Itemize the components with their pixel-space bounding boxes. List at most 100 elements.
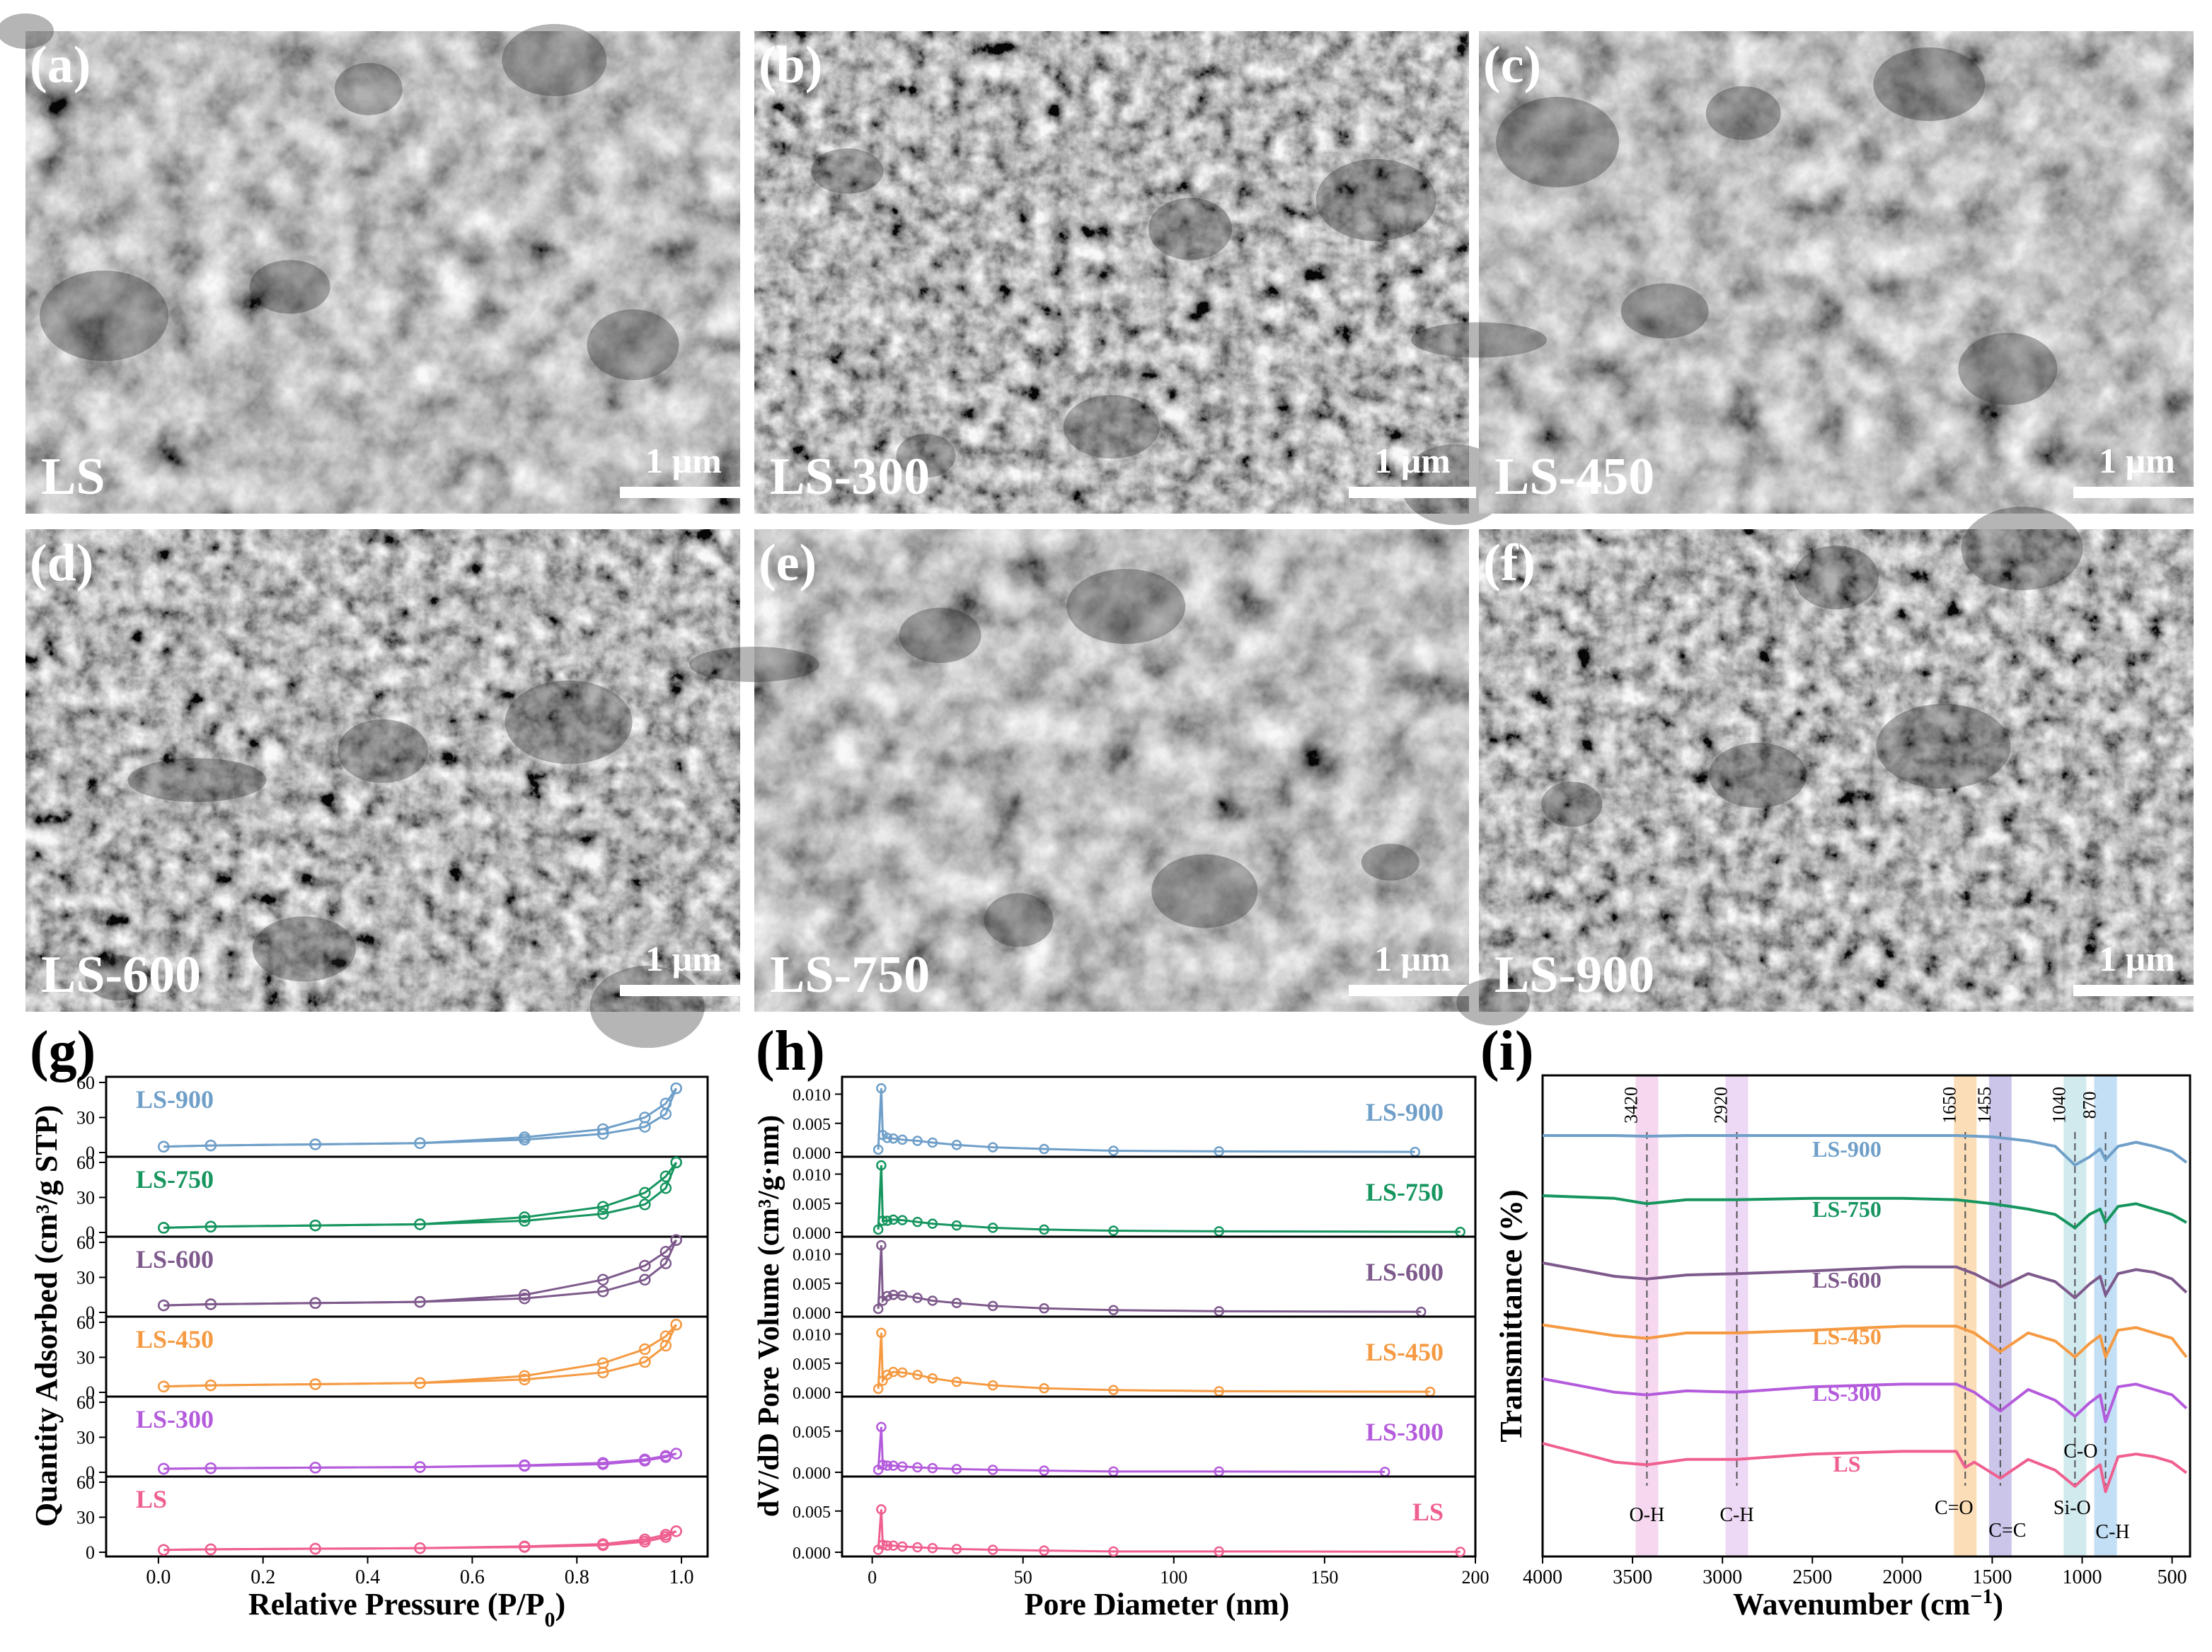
sem-pore [502, 23, 607, 96]
y-tick-label: 0.010 [793, 1167, 831, 1185]
chart-nitrogen-isotherms: (g) 0 30 60 LS-900 0 30 60 LS-750 0 30 60 LS-600 0 30 6… [29, 1020, 709, 1631]
sem-pore [1620, 283, 1709, 339]
psd-point [897, 1461, 908, 1472]
sem-pore [984, 893, 1054, 947]
isotherm-point [597, 1457, 609, 1469]
sem-pore [689, 646, 819, 682]
psd-point [877, 1460, 888, 1470]
psd-point [951, 1464, 962, 1474]
isotherm-point [414, 1377, 426, 1390]
y-tick-label: 30 [76, 1108, 95, 1128]
sem-pore [1873, 47, 1986, 122]
y-tick-label: 30 [76, 1268, 95, 1288]
sem-pore [1541, 781, 1603, 827]
psd-point [927, 1462, 938, 1474]
psd-point [1039, 1224, 1049, 1235]
psd-point [1108, 1305, 1119, 1315]
psd-point [872, 1144, 884, 1155]
scale-bar [620, 985, 747, 996]
isotherm-point [414, 1542, 426, 1554]
series-label: LS-750 [1812, 1196, 1882, 1222]
x-axis-label: Wavenumber (cm−1) [1733, 1585, 2003, 1622]
sem-pore [85, 955, 152, 1001]
isotherm-point [205, 1462, 217, 1474]
y-tick-label: 60 [76, 1392, 95, 1413]
y-tick-label: 0.010 [793, 1327, 831, 1345]
psd-point [1108, 1385, 1119, 1395]
band-wavenumber-label: 1650 [1939, 1087, 1959, 1124]
isotherm-desorption-line [163, 1452, 676, 1470]
sem-texture [1479, 529, 2194, 1012]
y-tick-label: 0.005 [793, 1116, 831, 1134]
y-tick-label: 0 [86, 1382, 95, 1403]
sem-texture [25, 31, 740, 514]
psd-point [1214, 1146, 1224, 1157]
isotherm-point [639, 1356, 651, 1368]
psd-line [877, 1509, 1461, 1553]
isotherm-point [414, 1295, 426, 1308]
sem-pore [505, 680, 633, 764]
sem-pore [1961, 507, 2083, 591]
sem-panel-tag: (a) [30, 36, 91, 94]
isotherm-point [659, 1529, 672, 1541]
series-label: LS-900 [1366, 1098, 1444, 1126]
isotherm-point [519, 1215, 531, 1227]
isotherm-point [205, 1139, 217, 1152]
scale-bar-label: 1 μm [2099, 441, 2175, 480]
series-label: LS-900 [1812, 1136, 1882, 1162]
y-tick-label: 0 [86, 1462, 95, 1483]
isotherm-point [597, 1208, 609, 1220]
psd-point [987, 1142, 998, 1153]
psd-point [927, 1373, 938, 1384]
sem-texture [754, 529, 1469, 1012]
isotherm-point [205, 1220, 217, 1232]
psd-point [876, 1327, 887, 1339]
sem-pore [1411, 322, 1547, 358]
psd-point [987, 1300, 998, 1312]
x-tick-label: 100 [1160, 1567, 1187, 1588]
y-tick-label: 0.010 [793, 1247, 831, 1265]
x-tick-label: 500 [2158, 1566, 2187, 1588]
psd-point [1455, 1547, 1465, 1557]
isotherm-point [597, 1201, 609, 1213]
y-tick-label: 0.005 [793, 1423, 831, 1442]
y-tick-label: 0.000 [793, 1385, 831, 1403]
psd-point [987, 1380, 998, 1391]
psd-point [1039, 1302, 1049, 1314]
y-tick-label: 0 [86, 1302, 95, 1323]
scale-bar [620, 487, 747, 498]
psd-point [951, 1298, 962, 1309]
y-tick-label: 60 [76, 1073, 95, 1093]
sem-pore [1708, 742, 1807, 808]
sem-panel-tag: (b) [759, 36, 822, 94]
isotherm-point [639, 1343, 651, 1356]
isotherm-point [659, 1170, 672, 1183]
scale-bar [2073, 487, 2201, 498]
psd-point [1214, 1546, 1224, 1557]
plot-frame [1541, 1074, 2191, 1558]
series-label: LS-450 [1366, 1338, 1444, 1366]
isotherm-point [639, 1259, 651, 1272]
isotherm-point [309, 1138, 321, 1150]
y-tick-label: 60 [76, 1312, 95, 1333]
band-group-label: C=C [1988, 1520, 2026, 1542]
subplot-frame [841, 1475, 1477, 1558]
x-tick-label: 50 [1014, 1567, 1032, 1588]
isotherm-point [670, 1156, 682, 1169]
psd-line [877, 1332, 1431, 1393]
sem-sample-label: LS [41, 448, 105, 506]
sem-texture [754, 31, 1469, 514]
psd-point [1214, 1306, 1224, 1317]
psd-point [951, 1220, 962, 1231]
psd-point [951, 1544, 962, 1554]
isotherm-point [519, 1540, 531, 1552]
isotherm-point [597, 1286, 609, 1298]
isotherm-point [414, 1218, 426, 1230]
psd-point [912, 1293, 923, 1303]
x-tick-label: 3500 [1613, 1566, 1652, 1588]
panel-tag-i: (i) [1480, 1020, 1534, 1082]
x-axis-label: Pore Diameter (nm) [1025, 1587, 1290, 1622]
isotherm-desorption-line [163, 1324, 677, 1388]
scale-bar [1349, 487, 1476, 498]
